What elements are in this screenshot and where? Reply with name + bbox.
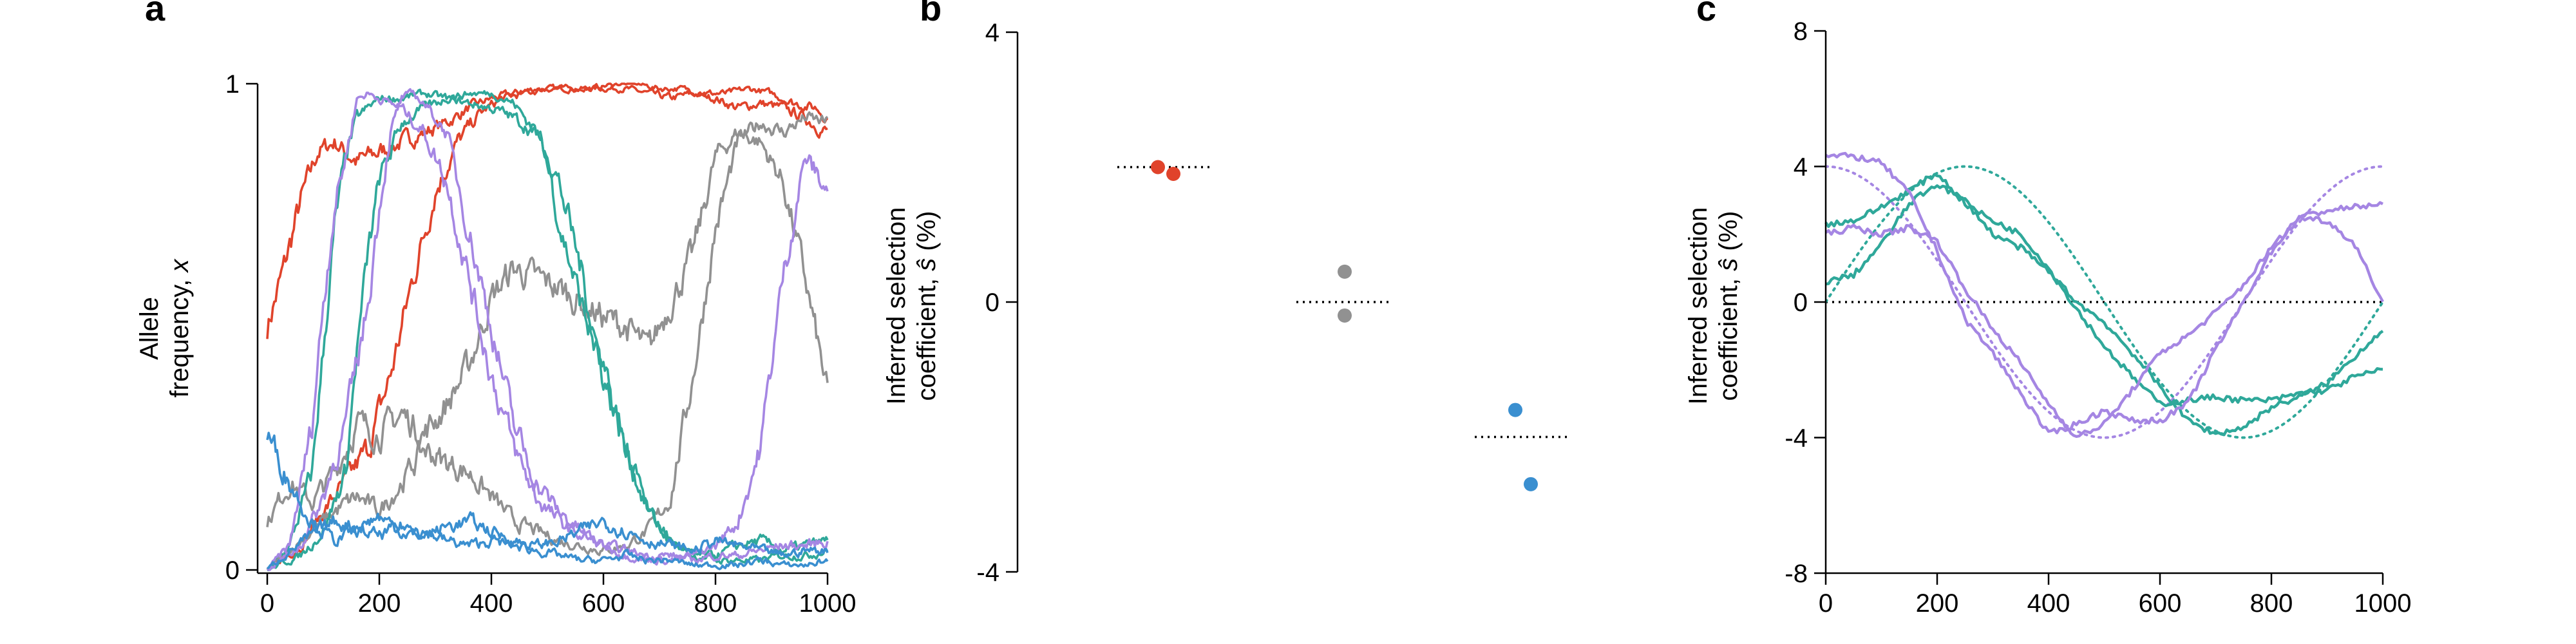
panel-letter-b: b <box>920 0 942 28</box>
panel-c-ylabel-text: coefficient, <box>1714 271 1743 401</box>
panel-b-axes: -4 0 4 <box>976 19 1019 587</box>
panel-a-ylabel-line1: Allele <box>135 297 164 360</box>
panel-a-x-tick-label: 800 <box>694 589 737 618</box>
inferred-point-blue-0 <box>1508 402 1522 417</box>
panel-c-y-tick-label: -4 <box>1785 424 1808 453</box>
panel-b-ylabel-unit: (%) <box>913 211 941 258</box>
panel-a: 0 1 0 200 400 600 800 1000 Allele frequency, x <box>135 70 856 618</box>
panel-a-x-tick-label: 0 <box>260 589 274 618</box>
panel-c-inferred-curves <box>1824 151 2384 438</box>
panel-a-ylabel-var: x <box>166 258 194 274</box>
panel-a-x-tick-label: 1000 <box>799 589 857 618</box>
panel-c-x-tick-label: 400 <box>2027 589 2070 618</box>
panel-letter-c: c <box>1696 0 1716 28</box>
panel-c-x-tick-label: 0 <box>1819 589 1833 618</box>
panel-b-groups <box>1117 160 1571 491</box>
trajectory-purple-6 <box>267 91 829 571</box>
panel-letter-a: a <box>145 0 166 28</box>
panel-b-y-tick-label: -4 <box>976 558 999 587</box>
panel-a-trajectories <box>266 82 829 571</box>
panel-a-x-tick-label: 200 <box>358 589 401 618</box>
inferred-curve-teal-0 <box>1824 173 2383 408</box>
trajectory-teal-4 <box>267 88 829 571</box>
panel-a-ylabel-text: frequency, <box>166 272 194 398</box>
panel-c: -8 -4 0 4 8 0 200 400 600 800 1000 Inferred select… <box>1684 17 2411 618</box>
panel-c-x-tick-label: 200 <box>1916 589 1959 618</box>
panel-c-ylabel-line1: Inferred selection <box>1684 207 1712 405</box>
panel-a-y-tick-label: 0 <box>225 556 240 585</box>
panel-b-ylabel-line2: coefficient, ŝ (%) <box>913 211 941 401</box>
trajectory-red-1 <box>266 82 829 571</box>
trajectory-gray-2 <box>266 128 829 527</box>
panel-a-x-tick-label: 400 <box>470 589 513 618</box>
panel-c-ylabel-line2: coefficient, ŝ (%) <box>1714 211 1743 401</box>
panel-a-ylabel-line2: frequency, x <box>166 258 194 398</box>
panel-c-ylabel-unit: (%) <box>1714 211 1743 258</box>
inferred-curve-purple-3 <box>1824 214 2384 438</box>
panel-c-ylabel-var: ŝ <box>1714 258 1743 271</box>
trajectory-blue-9 <box>267 511 829 570</box>
panel-b-ylabel-var: ŝ <box>913 258 941 271</box>
panel-c-x-tick-label: 1000 <box>2354 589 2412 618</box>
panel-a-axes: 0 1 0 200 400 600 800 1000 <box>225 70 857 618</box>
panel-c-axes: -8 -4 0 4 8 0 200 400 600 800 1000 <box>1785 17 2411 618</box>
panel-c-x-tick-label: 600 <box>2139 589 2182 618</box>
inferred-point-red-1 <box>1166 166 1180 181</box>
inferred-point-gray-1 <box>1338 308 1352 323</box>
panel-a-x-tick-label: 600 <box>582 589 625 618</box>
panel-c-y-tick-label: 0 <box>1794 289 1808 317</box>
trajectory-purple-7 <box>267 88 829 571</box>
panel-a-y-tick-label: 1 <box>225 70 240 99</box>
trajectory-blue-8 <box>266 431 829 571</box>
panel-b-ylabel-text: coefficient, <box>913 271 941 401</box>
panel-b-y-tick-label: 4 <box>985 19 999 47</box>
panel-b: -4 0 4 Inferred selection coefficient, ŝ (… <box>882 19 1571 587</box>
inferred-curve-teal-1 <box>1825 184 2384 437</box>
trajectory-red-0 <box>266 83 828 339</box>
panel-c-y-tick-label: -8 <box>1785 560 1808 588</box>
panel-c-y-tick-label: 4 <box>1794 153 1808 182</box>
trajectory-gray-3 <box>266 111 829 571</box>
panel-c-x-tick-label: 800 <box>2250 589 2293 618</box>
inferred-point-blue-1 <box>1524 477 1538 491</box>
inferred-point-red-0 <box>1151 160 1165 175</box>
inferred-curve-purple-2 <box>1824 151 2384 435</box>
panel-c-y-tick-label: 8 <box>1794 17 1808 46</box>
inferred-point-gray-0 <box>1338 264 1352 279</box>
panel-b-ylabel-line1: Inferred selection <box>882 207 911 405</box>
panel-b-y-tick-label: 0 <box>985 289 999 317</box>
